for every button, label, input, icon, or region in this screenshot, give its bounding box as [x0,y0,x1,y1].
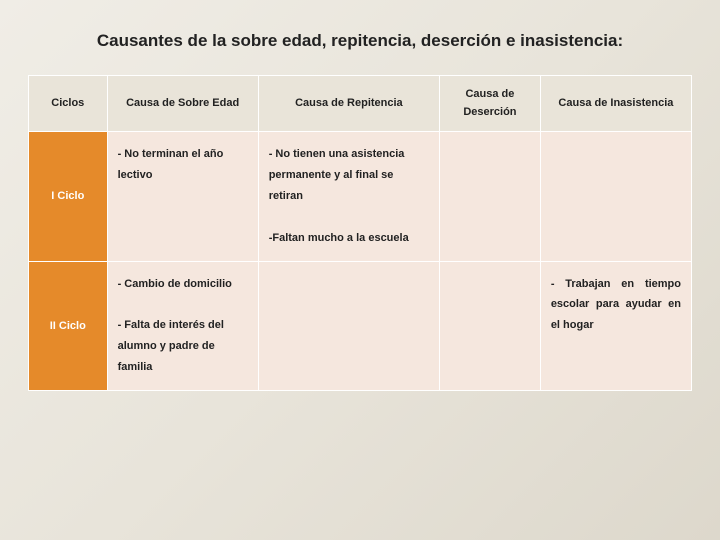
cell-inasistencia: - Trabajan en tiempo escolar para ayudar… [540,261,691,390]
header-ciclos: Ciclos [29,75,108,131]
cell-repitencia: - No tienen una asistencia permanente y … [258,132,439,261]
header-desercion: Causa de Deserción [440,75,541,131]
row-ciclo-label: II Ciclo [29,261,108,390]
cell-sobre-edad: - Cambio de domicilio- Falta de interés … [107,261,258,390]
causes-table: Ciclos Causa de Sobre Edad Causa de Repi… [28,75,692,391]
table-row: II Ciclo - Cambio de domicilio- Falta de… [29,261,692,390]
cell-desercion [440,261,541,390]
header-sobre-edad: Causa de Sobre Edad [107,75,258,131]
page-title: Causantes de la sobre edad, repitencia, … [28,30,692,53]
cell-desercion [440,132,541,261]
cell-sobre-edad: - No terminan el año lectivo [107,132,258,261]
table-header-row: Ciclos Causa de Sobre Edad Causa de Repi… [29,75,692,131]
cell-inasistencia [540,132,691,261]
row-ciclo-label: I Ciclo [29,132,108,261]
table-row: I Ciclo - No terminan el año lectivo - N… [29,132,692,261]
header-inasistencia: Causa de Inasistencia [540,75,691,131]
header-repitencia: Causa de Repitencia [258,75,439,131]
cell-repitencia [258,261,439,390]
